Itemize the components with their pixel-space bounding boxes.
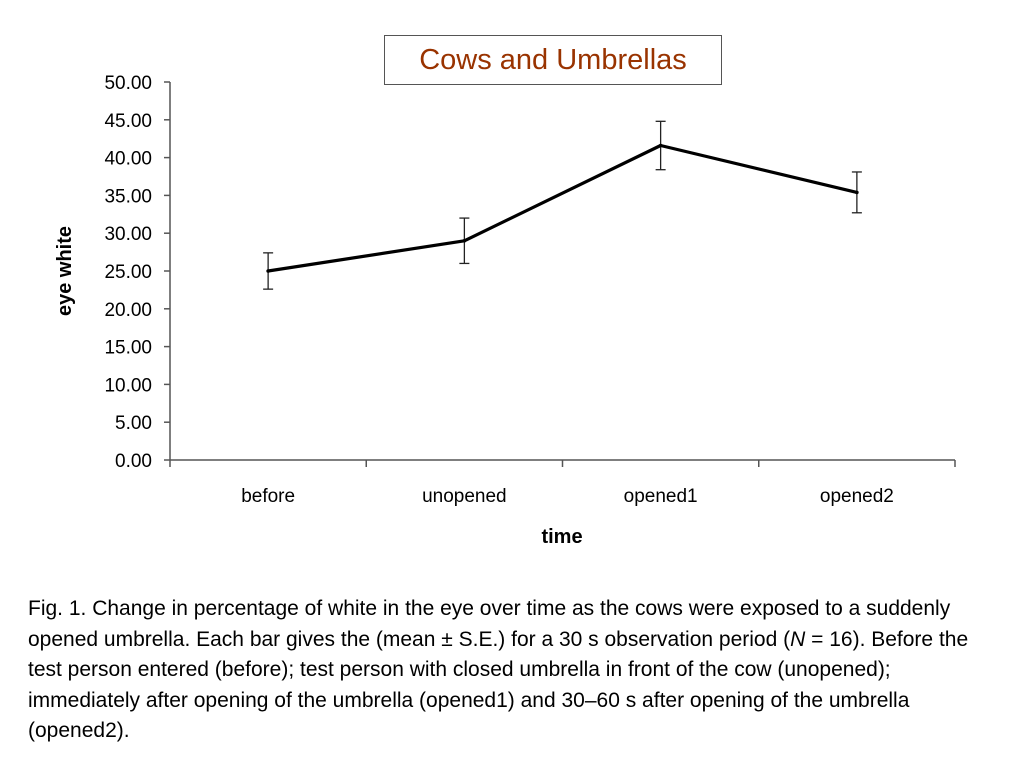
y-axis-title: eye white (54, 226, 76, 316)
data-point (855, 190, 859, 195)
y-tick-label: 40.00 (104, 149, 152, 170)
caption-prefix: Fig. 1. Change in percentage of white in… (28, 597, 951, 651)
line-chart: 0.00 5.00 10.00 15.00 20.00 25.00 30.00 35.00 40… (54, 73, 956, 548)
y-tick-label: 20.00 (104, 300, 152, 321)
y-tick-label: 25.00 (104, 262, 152, 283)
y-tick-label: 35.00 (104, 186, 152, 207)
data-point (462, 238, 467, 243)
y-tick-label: 5.00 (115, 413, 152, 434)
x-category-label: before (241, 486, 295, 507)
x-category-label: unopened (422, 486, 507, 507)
figure-caption: Fig. 1. Change in percentage of white in… (28, 594, 1003, 747)
y-tick-label: 10.00 (104, 375, 152, 396)
caption-n-symbol: N (790, 627, 806, 651)
data-point (658, 143, 663, 148)
y-tick-label: 30.00 (104, 224, 152, 245)
y-tick-label: 50.00 (104, 73, 152, 94)
y-tick-label: 45.00 (104, 111, 152, 132)
y-tick-label: 15.00 (104, 338, 152, 359)
y-tick-label: 0.00 (115, 451, 152, 472)
x-axis-title: time (541, 526, 582, 548)
chart-title: Cows and Umbrellas (384, 35, 722, 85)
x-category-label: opened2 (820, 486, 894, 507)
x-category-label: opened1 (624, 486, 698, 507)
data-point (266, 269, 270, 273)
series-line (267, 143, 858, 273)
caption-suffix: = 16). Before the test person entered (b… (28, 627, 969, 743)
